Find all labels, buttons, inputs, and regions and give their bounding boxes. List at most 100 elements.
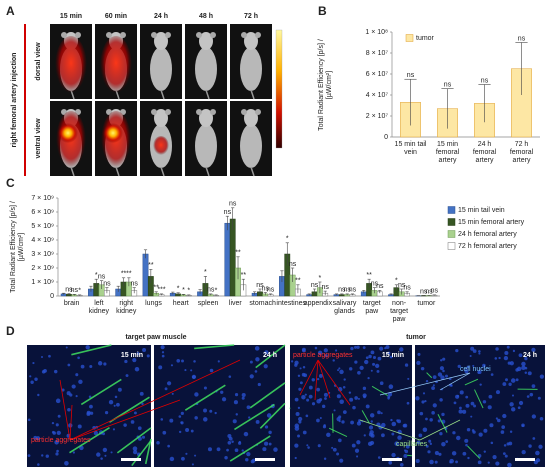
nucleus [354,396,358,400]
nucleus [264,350,269,355]
nucleus [294,360,299,365]
significance: ** [126,271,132,278]
capillary [80,378,122,406]
nucleus [104,454,107,457]
nucleus [323,348,328,353]
error-bar [231,207,235,231]
nucleus [324,397,327,400]
nucleus [318,374,323,378]
colorbar [275,29,283,149]
nucleus [437,419,441,423]
nucleus [507,361,511,365]
nucleus [209,409,213,413]
significance: ** [121,271,127,278]
nucleus [117,387,122,392]
error-bar [478,84,491,123]
nucleus [459,390,464,395]
nucleus [358,420,361,424]
nucleus [89,411,94,415]
nucleus [114,395,118,399]
nucleus [479,383,482,386]
significance: * [319,275,322,282]
nucleus [372,362,376,366]
nucleus [505,378,508,382]
nucleus [422,392,426,395]
nucleus [207,447,212,452]
error-bar [296,284,300,294]
nucleus [354,345,357,349]
nucleus [104,410,109,415]
nucleus [354,448,360,453]
nucleus [449,460,452,464]
nucleus [297,434,301,438]
nucleus [459,406,462,410]
nucleus [418,433,423,438]
nucleus [227,440,232,445]
nucleus [27,418,31,422]
significance: ns [267,287,275,294]
error-bar [441,88,454,129]
mouse-ear [120,32,126,38]
nucleus [108,400,114,405]
nucleus [465,443,468,447]
nucleus [323,392,328,397]
significance: ns [444,82,452,89]
error-bar [345,293,349,296]
capillary [69,427,110,454]
nucleus [357,370,361,375]
nucleus [297,406,301,410]
nucleus [235,413,238,416]
nucleus [511,407,516,412]
nucleus [417,352,421,356]
nucleus [249,374,254,379]
x-tick-label: appendix [303,300,333,307]
error-bar [307,293,311,296]
significance: *** [157,287,165,294]
nucleus [339,399,344,405]
nucleus [466,365,470,369]
signal [55,36,87,96]
nucleus [466,427,471,432]
significance: ** [148,262,154,269]
time-label: 24 h [154,13,168,20]
nucleus [57,414,61,418]
nucleus [302,430,307,435]
y-tick-label: 5 × 10⁹ [31,223,54,230]
nucleus [246,405,251,410]
capillary [464,378,479,386]
scale-bar [255,458,275,461]
nucleus [515,378,519,382]
nucleus [500,430,505,434]
capillary [328,427,348,437]
capillary [144,438,152,465]
nucleus [342,410,347,414]
error-bar [253,291,257,295]
nucleus [399,347,404,352]
significance: ** [241,272,247,279]
nucleus [305,414,309,418]
nucleus [502,382,507,387]
nucleus [294,423,300,429]
y-tick-label: 6 × 10⁹ [31,209,54,216]
error-bar [159,293,164,296]
nucleus [248,416,251,419]
nucleus [181,359,184,363]
legend-label: 15 min tail vein [458,207,505,214]
pointer [317,359,331,399]
nucleus [250,459,255,464]
nucleus [110,451,113,454]
nucleus [538,444,543,449]
bar [142,253,149,297]
nucleus [67,363,71,367]
nucleus [521,365,526,371]
nucleus [112,428,116,431]
nucleus [113,404,116,407]
panel-label: C [6,176,15,190]
nucleus [316,398,321,404]
nucleus [53,369,58,374]
nucleus [156,441,160,445]
nucleus [440,375,445,380]
nucleus [299,381,303,385]
nucleus [246,452,251,457]
pointer [59,379,71,441]
